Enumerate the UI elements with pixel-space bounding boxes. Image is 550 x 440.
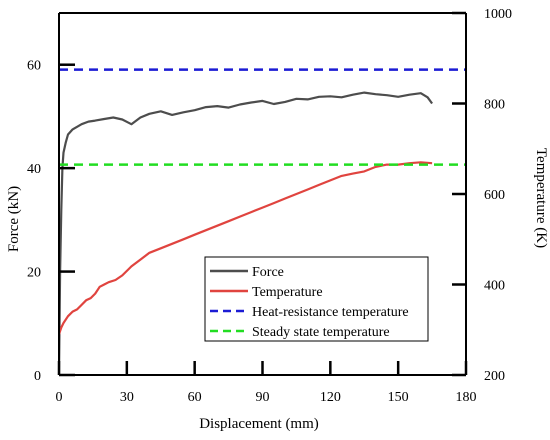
legend-label: Temperature — [252, 285, 323, 300]
x-tick-label: 120 — [320, 390, 341, 405]
y-right-tick-label: 600 — [484, 188, 505, 203]
ticks: 0 30 60 90 120 150 180 0 20 40 60 200 400 600 800 1000 — [27, 7, 512, 405]
y-left-tick-label: 40 — [27, 162, 41, 177]
y-right-tick-label: 400 — [484, 279, 505, 294]
series-line-force — [57, 91, 433, 376]
y-left-tick-label: 20 — [27, 266, 41, 281]
y-right-tick-label: 200 — [484, 369, 505, 384]
x-tick-label: 90 — [256, 390, 270, 405]
y-right-axis-title: Temperature (K) — [533, 148, 549, 248]
x-tick-label: 150 — [388, 390, 409, 405]
x-tick-label: 0 — [56, 390, 63, 405]
legend-label: Force — [252, 265, 284, 280]
legend-label: Heat-resistance temperature — [252, 305, 409, 320]
x-tick-label: 60 — [188, 390, 202, 405]
plot-series — [57, 68, 466, 376]
legend: Force Temperature Heat-resistance temperat… — [204, 256, 429, 342]
series-line-temperature — [57, 161, 433, 335]
y-right-tick-label: 800 — [484, 98, 505, 113]
x-tick-label: 30 — [120, 390, 134, 405]
y-left-tick-label: 0 — [34, 369, 41, 384]
y-left-tick-label: 60 — [27, 59, 41, 74]
y-right-tick-label: 1000 — [484, 7, 512, 22]
y-left-axis-title: Force (kN) — [6, 186, 22, 252]
legend-label: Steady state temperature — [252, 325, 390, 340]
x-axis-title: Displacement (mm) — [199, 416, 319, 432]
x-tick-label: 180 — [456, 390, 477, 405]
